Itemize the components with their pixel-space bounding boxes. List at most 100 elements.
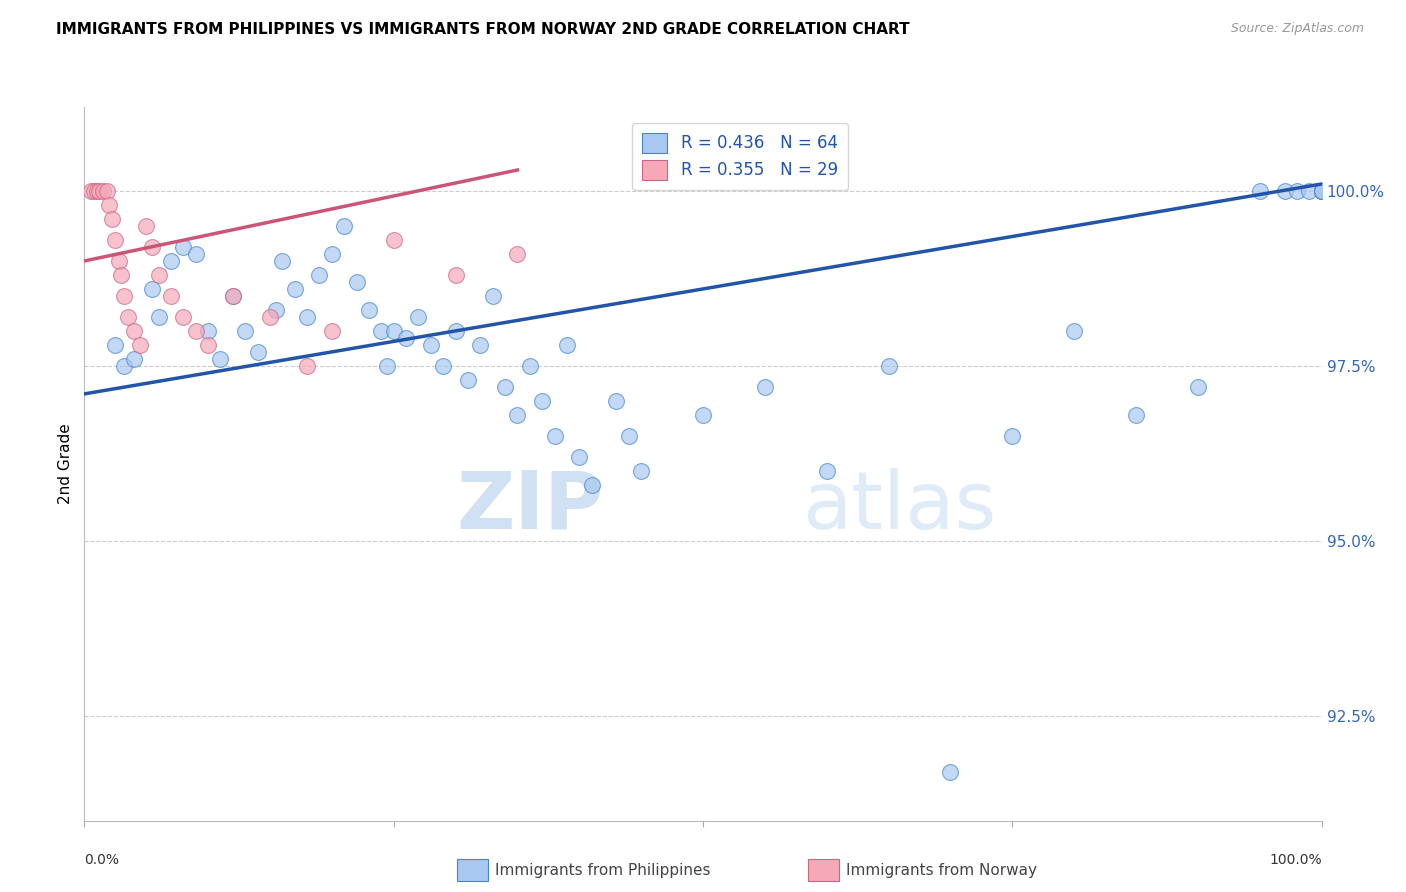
Point [519,359,541,373]
Point [271,254,294,268]
Text: ZIP: ZIP [457,467,605,546]
Point [333,219,356,233]
Point [617,429,640,443]
Point [568,450,591,464]
Point [815,464,838,478]
Point [104,338,127,352]
Point [160,254,183,268]
Point [246,345,269,359]
Point [98,198,121,212]
Point [444,324,467,338]
Y-axis label: 2nd Grade: 2nd Grade [58,424,73,504]
Point [122,324,145,338]
Point [1310,184,1333,198]
Point [506,247,529,261]
Point [1310,184,1333,198]
Point [141,240,163,254]
Point [939,764,962,779]
Point [419,338,441,352]
Point [1274,184,1296,198]
Point [197,338,219,352]
Point [506,408,529,422]
Point [1063,324,1085,338]
Point [104,233,127,247]
Point [148,310,170,324]
Point [184,324,207,338]
Point [148,268,170,282]
Point [83,184,105,198]
Point [481,289,503,303]
Point [108,254,131,268]
Text: atlas: atlas [801,467,997,546]
Point [264,302,287,317]
Point [222,289,245,303]
Point [122,351,145,366]
Point [172,310,194,324]
Point [91,184,114,198]
Point [531,393,554,408]
Point [692,408,714,422]
Point [79,184,101,198]
Point [141,282,163,296]
Point [357,302,380,317]
Point [470,338,492,352]
Point [222,289,245,303]
Point [1001,429,1024,443]
Legend: R = 0.436   N = 64, R = 0.355   N = 29: R = 0.436 N = 64, R = 0.355 N = 29 [633,122,848,190]
Point [96,184,118,198]
Point [605,393,627,408]
Point [295,359,318,373]
Point [457,373,479,387]
Point [1125,408,1147,422]
Point [308,268,330,282]
Point [1187,380,1209,394]
Text: Source: ZipAtlas.com: Source: ZipAtlas.com [1230,22,1364,36]
Point [295,310,318,324]
Point [233,324,256,338]
Point [112,289,135,303]
Point [1298,184,1320,198]
Point [129,338,152,352]
Point [135,219,157,233]
Text: 100.0%: 100.0% [1270,853,1322,867]
Point [209,351,232,366]
Point [184,247,207,261]
Point [259,310,281,324]
Point [89,184,111,198]
Point [160,289,183,303]
Text: IMMIGRANTS FROM PHILIPPINES VS IMMIGRANTS FROM NORWAY 2ND GRADE CORRELATION CHAR: IMMIGRANTS FROM PHILIPPINES VS IMMIGRANT… [56,22,910,37]
Point [110,268,132,282]
Point [444,268,467,282]
Point [382,324,405,338]
Point [1310,184,1333,198]
Point [321,247,343,261]
Point [1310,184,1333,198]
Point [172,240,194,254]
Point [1310,184,1333,198]
Point [346,275,368,289]
Point [100,211,122,226]
Point [117,310,139,324]
Point [1310,184,1333,198]
Point [1249,184,1271,198]
Text: Immigrants from Philippines: Immigrants from Philippines [495,863,710,878]
Point [321,324,343,338]
Point [630,464,652,478]
Point [543,429,565,443]
Point [382,233,405,247]
Point [1285,184,1308,198]
Point [197,324,219,338]
Point [581,478,603,492]
Point [395,331,418,345]
Point [432,359,454,373]
Point [555,338,578,352]
Point [284,282,307,296]
Point [112,359,135,373]
Point [370,324,392,338]
Text: 0.0%: 0.0% [84,853,120,867]
Point [754,380,776,394]
Point [1310,184,1333,198]
Point [408,310,430,324]
Text: Immigrants from Norway: Immigrants from Norway [846,863,1038,878]
Point [877,359,900,373]
